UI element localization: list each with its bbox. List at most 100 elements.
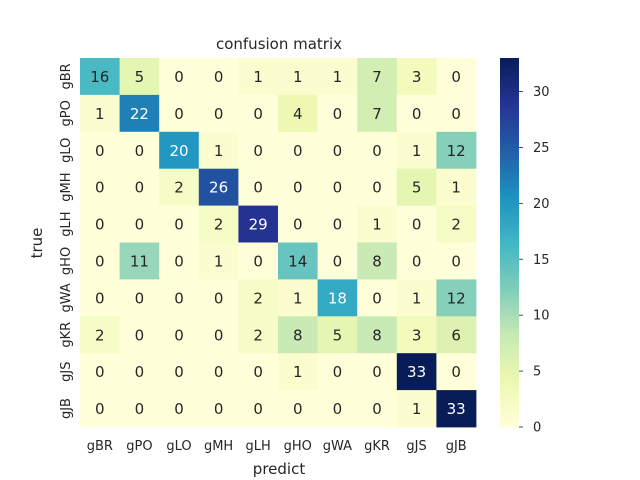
cell-value-label: 0: [253, 142, 263, 160]
heatmap-cell: [436, 242, 477, 280]
cell-value-label: 0: [95, 179, 105, 197]
colorbar-tick-label: 15: [533, 253, 550, 268]
heatmap-cell: [396, 131, 437, 170]
colorbar-segment: [500, 405, 519, 410]
heatmap-cell: [278, 279, 318, 317]
x-tick-label: gPO: [126, 439, 152, 454]
colorbar-tick-labels: 0 5 10 15 20 25 30: [519, 85, 550, 436]
colorbar-segment: [500, 260, 519, 265]
colorbar-segment: [500, 359, 519, 364]
heatmap-cell: [278, 168, 318, 206]
heatmap-cell: [396, 205, 437, 243]
heatmap-cell: [436, 353, 477, 391]
colorbar-segment: [500, 319, 519, 324]
heatmap-cell: [317, 390, 358, 428]
heatmap-cell: [238, 205, 279, 243]
chart-title: confusion matrix: [216, 35, 342, 53]
cell-value-label: 1: [253, 68, 263, 86]
colorbar-segment: [500, 347, 519, 351]
colorbar-segment: [500, 343, 519, 348]
heatmap-cell: [198, 279, 239, 317]
cell-value-label: 5: [412, 179, 422, 197]
cell-value-label: 1: [293, 363, 303, 381]
heatmap-cell: [357, 390, 398, 428]
y-tick-label: gMH: [59, 173, 74, 202]
colorbar-segment: [500, 85, 519, 90]
heatmap-cell: [159, 390, 200, 428]
colorbar-segment: [500, 411, 519, 416]
cell-value-label: 1: [412, 142, 422, 160]
heatmap-cell: [317, 316, 358, 354]
colorbar-segment: [500, 273, 519, 277]
cell-value-label: 22: [130, 105, 149, 123]
colorbar-segment: [500, 233, 519, 237]
colorbar-segment: [500, 334, 519, 339]
cell-value-label: 12: [447, 289, 466, 307]
heatmap-cell: [198, 242, 239, 280]
colorbar-segment: [500, 390, 519, 394]
cell-value-label: 0: [333, 216, 343, 234]
colorbar-segment: [500, 254, 519, 259]
colorbar-segment: [500, 331, 519, 336]
colorbar-segment: [500, 88, 519, 93]
cell-value-label: 6: [451, 326, 461, 344]
heatmap-cell: [238, 390, 279, 428]
y-tick-label: gLH: [59, 211, 74, 236]
colorbar-segment: [500, 239, 519, 244]
colorbar-segment: [500, 76, 519, 81]
heatmap-cell-labels: 16 5 0 0 1 1 1 7 3 01 22 0 0 0 4 0 7 0 00 0 20 1 0 0 0 0 1 120 0 2 26 0…: [90, 68, 465, 418]
colorbar-segment: [500, 374, 519, 379]
colorbar-segment: [500, 208, 519, 213]
colorbar-tick-label: 5: [533, 365, 541, 380]
colorbar-segment: [500, 196, 519, 201]
x-axis-label: predict: [253, 460, 306, 478]
cell-value-label: 5: [333, 326, 343, 344]
cell-value-label: 2: [214, 216, 224, 234]
colorbar: [500, 58, 519, 428]
heatmap-cell: [80, 205, 120, 243]
y-tick-label: gHO: [59, 247, 74, 275]
cell-value-label: 29: [249, 216, 268, 234]
x-tick-labels: gBR gPO gLO gMH gLH gHO gWA gKR gJS gJB: [87, 439, 467, 454]
y-tick-label: gLO: [59, 138, 74, 163]
heatmap-cell: [396, 353, 437, 391]
heatmap-cell: [238, 168, 279, 206]
cell-value-label: 0: [214, 68, 224, 86]
cell-value-label: 33: [447, 400, 466, 418]
x-tick-label: gWA: [323, 439, 352, 454]
heatmap-cell: [159, 58, 200, 96]
cell-value-label: 26: [209, 179, 228, 197]
colorbar-segment: [500, 165, 519, 170]
colorbar-segment: [500, 417, 519, 422]
heatmap-cell: [357, 131, 398, 170]
colorbar-segment: [500, 73, 519, 78]
cell-value-label: 0: [174, 289, 184, 307]
cell-value-label: 0: [333, 142, 343, 160]
colorbar-segment: [500, 353, 519, 357]
cell-value-label: 0: [253, 179, 263, 197]
colorbar-segment: [500, 184, 519, 188]
colorbar-segment: [500, 217, 519, 222]
y-tick-label: gPO: [59, 100, 74, 126]
colorbar-segment: [500, 211, 519, 216]
cell-value-label: 1: [95, 105, 105, 123]
x-tick-label: gBR: [87, 439, 113, 454]
cell-value-label: 0: [135, 326, 145, 344]
x-tick-label: gJB: [446, 439, 467, 454]
cell-value-label: 0: [293, 142, 303, 160]
heatmap-cell: [119, 279, 160, 317]
colorbar-segment: [500, 131, 519, 136]
cell-value-label: 1: [451, 179, 461, 197]
cell-value-label: 0: [333, 252, 343, 270]
colorbar-segment: [500, 116, 519, 121]
colorbar-segment: [500, 257, 519, 262]
colorbar-segment: [500, 304, 519, 308]
heatmap-cell: [238, 131, 279, 170]
cell-value-label: 0: [135, 289, 145, 307]
cell-value-label: 0: [451, 363, 461, 381]
heatmap-cell: [396, 316, 437, 354]
cell-value-label: 0: [95, 252, 105, 270]
cell-value-label: 0: [372, 363, 382, 381]
cell-value-label: 16: [90, 68, 109, 86]
colorbar-segment: [500, 224, 519, 228]
